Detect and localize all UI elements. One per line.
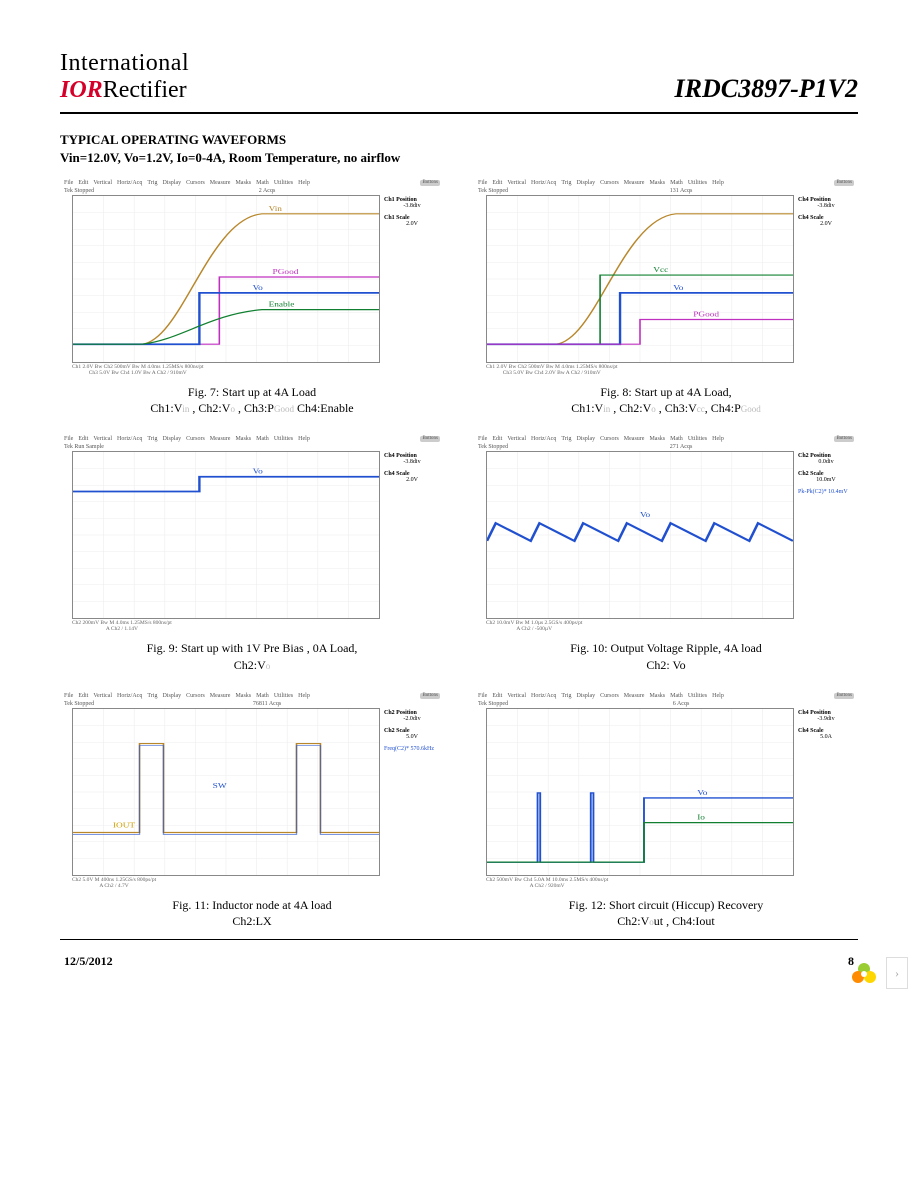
- header-rule: [60, 112, 858, 114]
- scope-footer-readout: Ch1 2.0V Bw Ch2 500mV Bw M 4.0ms 1.25MS/…: [474, 363, 858, 376]
- figure-cell: FileEditVerticalHoriz/AcqTrigDisplayCurs…: [60, 434, 444, 672]
- oscilloscope-screenshot: FileEditVerticalHoriz/AcqTrigDisplayCurs…: [474, 178, 858, 378]
- caption-line1: Fig. 10: Output Voltage Ripple, 4A load: [474, 640, 858, 656]
- scope-status-bar: Tek Stopped76811 Acqs: [60, 701, 444, 708]
- figure-cell: FileEditVerticalHoriz/AcqTrigDisplayCurs…: [474, 434, 858, 672]
- svg-text:Vo: Vo: [697, 789, 707, 797]
- oscilloscope-screenshot: FileEditVerticalHoriz/AcqTrigDisplayCurs…: [474, 434, 858, 634]
- scope-plot-area: Vo: [72, 451, 380, 619]
- scope-footer-readout: Ch2 10.0mV Bw M 1.0µs 2.5GS/s 400ps/pt A…: [474, 619, 858, 632]
- svg-text:Vcc: Vcc: [653, 266, 668, 274]
- scope-plot-area: Vo: [486, 451, 794, 619]
- caption-line2: Ch2: Vo: [474, 657, 858, 673]
- caption-line2: Ch2:Vout , Ch4:Iout: [474, 913, 858, 929]
- scope-plot-area: Vin PGood Vo Enable: [72, 195, 380, 363]
- caption-line1: Fig. 7: Start up at 4A Load: [60, 384, 444, 400]
- scope-footer-readout: Ch2 500mV Bw Ch4 5.0A M 10.0ms 2.5MS/s 4…: [474, 876, 858, 889]
- svg-text:Vin: Vin: [269, 205, 282, 213]
- caption-line1: Fig. 11: Inductor node at 4A load: [60, 897, 444, 913]
- caption-line2: Ch2:LX: [60, 913, 444, 929]
- scope-side-panel: Ch2 Position -2.0div Ch2 Scale 5.0V Freq…: [380, 708, 444, 876]
- figure-cell: FileEditVerticalHoriz/AcqTrigDisplayCurs…: [474, 178, 858, 416]
- figure-cell: FileEditVerticalHoriz/AcqTrigDisplayCurs…: [474, 691, 858, 929]
- scope-menu-bar: FileEditVerticalHoriz/AcqTrigDisplayCurs…: [60, 691, 444, 701]
- scope-side-panel: Ch2 Position 0.0div Ch2 Scale 10.0mV Pk-…: [794, 451, 858, 619]
- svg-text:PGood: PGood: [273, 268, 299, 276]
- scope-status-bar: Tek Stopped6 Acqs: [474, 701, 858, 708]
- figure-cell: FileEditVerticalHoriz/AcqTrigDisplayCurs…: [60, 691, 444, 929]
- scope-menu-bar: FileEditVerticalHoriz/AcqTrigDisplayCurs…: [474, 178, 858, 188]
- figure-caption: Fig. 8: Start up at 4A Load, Ch1:Vin , C…: [474, 384, 858, 416]
- scope-menu-bar: FileEditVerticalHoriz/AcqTrigDisplayCurs…: [60, 178, 444, 188]
- scope-menu-bar: FileEditVerticalHoriz/AcqTrigDisplayCurs…: [474, 434, 858, 444]
- figure-cell: FileEditVerticalHoriz/AcqTrigDisplayCurs…: [60, 178, 444, 416]
- figure-caption: Fig. 12: Short circuit (Hiccup) Recovery…: [474, 897, 858, 929]
- figure-grid: FileEditVerticalHoriz/AcqTrigDisplayCurs…: [60, 178, 858, 929]
- scope-footer-readout: Ch2 200mV Bw M 4.0ms 1.25MS/s 800ns/pt A…: [60, 619, 444, 632]
- scope-footer-readout: Ch2 5.0V M 400ns 1.25GS/s 800ps/pt A Ch2…: [60, 876, 444, 889]
- logo-text-line1: International: [60, 50, 189, 77]
- scope-side-panel: Ch4 Position -3.9div Ch4 Scale 5.0A: [794, 708, 858, 876]
- caption-line2: Ch1:Vin , Ch2:Vo , Ch3:Vcc, Ch4:PGood: [474, 400, 858, 416]
- page-header: International IORRectifier IRDC3897-P1V2: [60, 50, 858, 104]
- scope-plot-area: Vcc Vo PGood: [486, 195, 794, 363]
- svg-text:Io: Io: [697, 814, 705, 822]
- figure-caption: Fig. 10: Output Voltage Ripple, 4A load …: [474, 640, 858, 672]
- scope-status-bar: Tek Stopped271 Acqs: [474, 444, 858, 451]
- scope-status-bar: Tek Run Sample: [60, 444, 444, 451]
- figure-caption: Fig. 7: Start up at 4A Load Ch1:Vin , Ch…: [60, 384, 444, 416]
- section-conditions: Vin=12.0V, Vo=1.2V, Io=0-4A, Room Temper…: [60, 150, 858, 166]
- oscilloscope-screenshot: FileEditVerticalHoriz/AcqTrigDisplayCurs…: [474, 691, 858, 891]
- caption-line1: Fig. 8: Start up at 4A Load,: [474, 384, 858, 400]
- oscilloscope-screenshot: FileEditVerticalHoriz/AcqTrigDisplayCurs…: [60, 178, 444, 378]
- scope-menu-bar: FileEditVerticalHoriz/AcqTrigDisplayCurs…: [474, 691, 858, 701]
- flower-icon: [848, 957, 880, 989]
- scope-side-panel: Ch4 Position -3.8div Ch4 Scale 2.0V: [794, 195, 858, 363]
- svg-text:Enable: Enable: [269, 301, 295, 309]
- svg-text:Vo: Vo: [253, 284, 263, 292]
- figure-caption: Fig. 9: Start up with 1V Pre Bias , 0A L…: [60, 640, 444, 672]
- figure-caption: Fig. 11: Inductor node at 4A load Ch2:LX: [60, 897, 444, 929]
- scope-buttons-label: Buttons: [834, 180, 854, 186]
- scope-plot-area: SW IOUT: [72, 708, 380, 876]
- svg-text:PGood: PGood: [693, 311, 719, 319]
- scope-side-panel: Ch1 Position -3.8div Ch1 Scale 2.0V: [380, 195, 444, 363]
- scope-menu-bar: FileEditVerticalHoriz/AcqTrigDisplayCurs…: [60, 434, 444, 444]
- section-title: TYPICAL OPERATING WAVEFORMS: [60, 132, 858, 148]
- scope-status-bar: Tek Stopped2 Acqs: [60, 188, 444, 195]
- company-logo: International IORRectifier: [60, 50, 189, 104]
- scope-buttons-label: Buttons: [834, 436, 854, 442]
- scope-footer-readout: Ch1 2.0V Bw Ch2 500mV Bw M 4.0ms 1.25MS/…: [60, 363, 444, 376]
- logo-ior: IOR: [60, 77, 103, 103]
- svg-text:Vo: Vo: [253, 468, 263, 476]
- oscilloscope-screenshot: FileEditVerticalHoriz/AcqTrigDisplayCurs…: [60, 434, 444, 634]
- logo-rectifier: Rectifier: [103, 77, 187, 103]
- widget-next-button[interactable]: ›: [886, 957, 908, 989]
- scope-buttons-label: Buttons: [420, 693, 440, 699]
- corner-widget[interactable]: ›: [848, 957, 908, 989]
- caption-line2: Ch2:Vo: [60, 657, 444, 673]
- scope-plot-area: Vo Io: [486, 708, 794, 876]
- scope-buttons-label: Buttons: [420, 180, 440, 186]
- part-number: IRDC3897-P1V2: [675, 74, 858, 104]
- footer-rule: [60, 939, 858, 940]
- scope-buttons-label: Buttons: [834, 693, 854, 699]
- svg-text:IOUT: IOUT: [113, 821, 135, 829]
- caption-line1: Fig. 12: Short circuit (Hiccup) Recovery: [474, 897, 858, 913]
- scope-side-panel: Ch4 Position -3.8div Ch4 Scale 2.0V: [380, 451, 444, 619]
- svg-text:Vo: Vo: [640, 512, 650, 520]
- svg-text:Vo: Vo: [673, 284, 683, 292]
- caption-line1: Fig. 9: Start up with 1V Pre Bias , 0A L…: [60, 640, 444, 656]
- caption-line2: Ch1:Vin , Ch2:Vo , Ch3:PGood Ch4:Enable: [60, 400, 444, 416]
- footer-date: 12/5/2012: [64, 954, 113, 969]
- page-footer: 12/5/2012 8: [60, 954, 858, 969]
- logo-text-line2: IORRectifier: [60, 77, 189, 104]
- oscilloscope-screenshot: FileEditVerticalHoriz/AcqTrigDisplayCurs…: [60, 691, 444, 891]
- scope-buttons-label: Buttons: [420, 436, 440, 442]
- scope-status-bar: Tek Stopped131 Acqs: [474, 188, 858, 195]
- svg-text:SW: SW: [213, 782, 227, 790]
